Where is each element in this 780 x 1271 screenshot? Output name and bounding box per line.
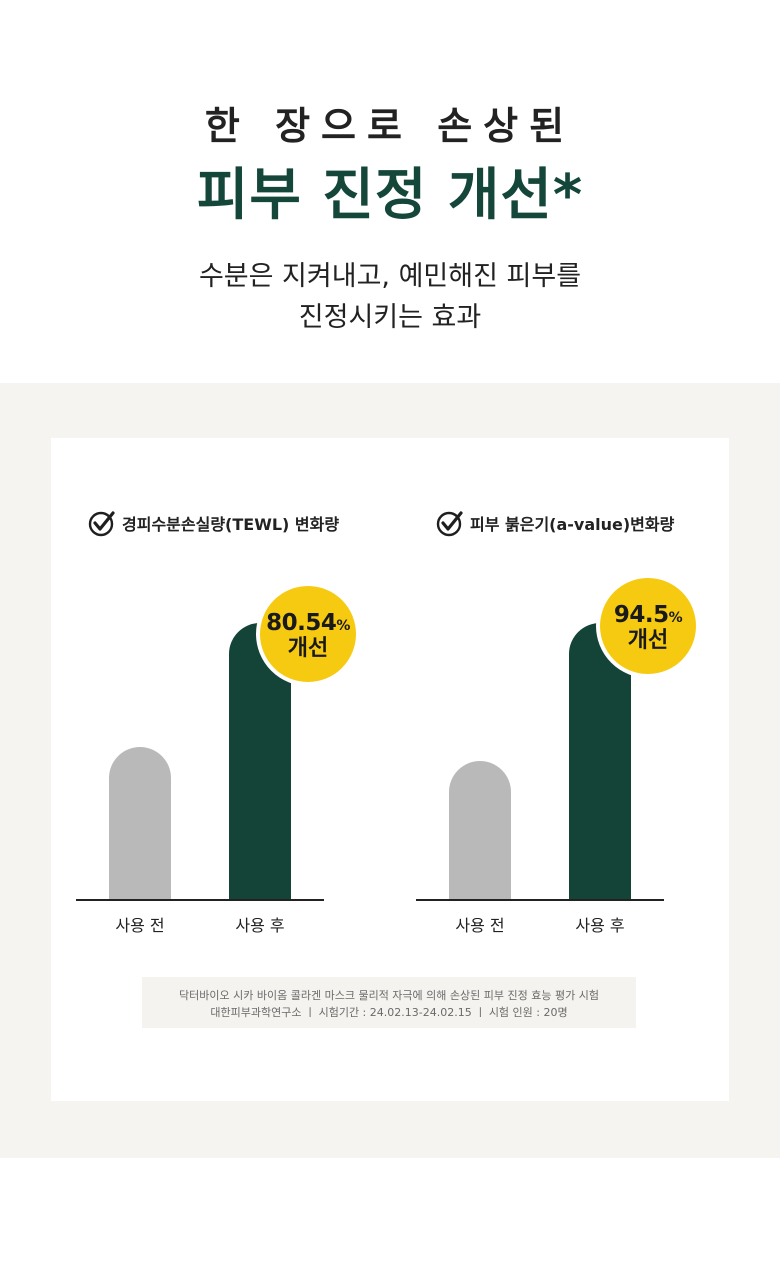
x-label-after: 사용 후 — [235, 916, 285, 935]
badge-number: 80.54 — [266, 610, 337, 636]
subheadline-line1: 수분은 지켜내고, 예민해진 피부를 — [198, 261, 582, 292]
chart-title-row: 피부 붉은기(a-value)변화량 — [436, 508, 674, 538]
x-axis-line — [416, 899, 664, 901]
headline-line2: 피부 진정 개선* — [196, 163, 584, 228]
footnote-line2: 대한피부과학연구소 ㅣ 시험기간 : 24.02.13-24.02.15 ㅣ 시… — [210, 1006, 568, 1019]
hero-section: 한 장으로 손상된 피부 진정 개선* 수분은 지켜내고, 예민해진 피부를 진… — [0, 0, 780, 383]
check-circle-icon — [436, 511, 463, 537]
x-label-after: 사용 후 — [575, 916, 625, 935]
badge-label: 개선 — [627, 628, 669, 653]
bar-before — [449, 761, 511, 899]
x-label-before: 사용 전 — [455, 916, 505, 935]
chart-tewl: 경피수분손실량(TEWL) 변화량 사용 전 사용 후 80.54% 개선 — [76, 438, 376, 958]
badge-number: 94.5 — [613, 602, 669, 628]
footnote-line1: 닥터바이오 시카 바이옴 콜라겐 마스크 물리적 자극에 의해 손상된 피부 진… — [179, 989, 599, 1002]
bar-before — [109, 747, 171, 899]
x-axis-line — [76, 899, 324, 901]
x-label-before: 사용 전 — [115, 916, 165, 935]
chart-a-value: 피부 붉은기(a-value)변화량 사용 전 사용 후 94.5% 개선 — [416, 438, 716, 958]
badge-unit: % — [336, 618, 350, 634]
badge-label: 개선 — [287, 636, 329, 661]
headline-line1: 한 장으로 손상된 — [204, 104, 576, 148]
badge-value: 80.54% — [260, 610, 356, 639]
check-circle-icon — [88, 511, 115, 537]
chart-title: 피부 붉은기(a-value)변화량 — [470, 515, 675, 534]
chart-title-row: 경피수분손실량(TEWL) 변화량 — [88, 508, 339, 538]
results-card: 경피수분손실량(TEWL) 변화량 사용 전 사용 후 80.54% 개선 피부… — [51, 438, 729, 1101]
improvement-badge: 94.5% 개선 — [596, 574, 700, 678]
improvement-badge: 80.54% 개선 — [256, 582, 360, 686]
badge-value: 94.5% — [600, 602, 696, 631]
subheadline: 수분은 지켜내고, 예민해진 피부를 진정시키는 효과 — [0, 256, 780, 338]
test-footnote: 닥터바이오 시카 바이옴 콜라겐 마스크 물리적 자극에 의해 손상된 피부 진… — [142, 977, 636, 1028]
badge-unit: % — [668, 610, 683, 626]
subheadline-line2: 진정시키는 효과 — [298, 302, 482, 333]
chart-title: 경피수분손실량(TEWL) 변화량 — [122, 515, 340, 534]
